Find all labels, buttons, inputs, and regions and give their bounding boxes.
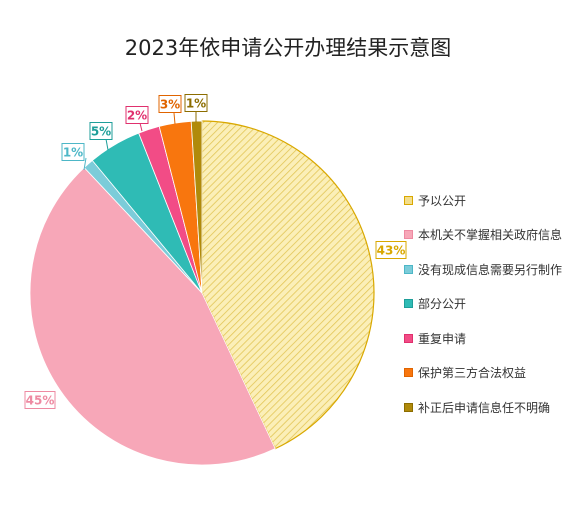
slice-label-box [24, 391, 56, 409]
slice-label: 2% [127, 108, 147, 122]
legend-swatch [404, 195, 413, 205]
legend-label: 重复申请 [418, 331, 467, 346]
legend-swatch [404, 230, 413, 240]
slice-label-box [184, 94, 208, 112]
legend-item: 重复申请 [404, 328, 576, 348]
legend-swatch [404, 333, 413, 343]
legend-swatch [404, 264, 413, 274]
slice-label-box [89, 122, 113, 140]
slice-label: 43% [377, 243, 406, 257]
legend: 予以公开本机关不掌握相关政府信息 没有现成信息需要另行制作 部分公开重复申请保护第三… [404, 190, 576, 432]
slice-label: 45% [26, 393, 55, 407]
legend-item: 本机关不掌握相关政府信息 [404, 225, 576, 245]
slice-label: 1% [63, 145, 83, 159]
legend-item: 没有现成信息需要另行制作 [404, 259, 576, 279]
legend-label: 部分公开 [418, 297, 467, 312]
legend-label: 补正后申请信息任不明确 [418, 401, 551, 416]
slice-label: 5% [91, 124, 111, 138]
legend-swatch [404, 403, 413, 413]
chart-title: 2023年依申请公开办理结果示意图 [124, 36, 452, 60]
legend-label: 本机关不掌握相关政府信息 [418, 228, 563, 243]
legend-swatch [404, 299, 413, 309]
legend-item: 补正后申请信息任不明确 [404, 398, 576, 418]
slice-label-box [375, 241, 407, 259]
legend-item: 予以公开 [404, 190, 576, 210]
legend-label: 保护第三方合法权益 [418, 366, 527, 381]
slice-label-box [125, 106, 149, 124]
slice-label-box [158, 95, 182, 113]
slice-label: 3% [160, 97, 180, 111]
legend-item: 部分公开 [404, 294, 576, 314]
label-leader-line [83, 157, 87, 171]
legend-label: 没有现成信息需要另行制作 [418, 262, 563, 277]
legend-item: 保护第三方合法权益 [404, 363, 576, 383]
legend-swatch [404, 368, 413, 378]
label-leader-line [173, 112, 176, 125]
slice-label-box [61, 143, 85, 161]
pie-slice [201, 120, 375, 450]
pie-slice [29, 167, 276, 466]
legend-label: 予以公开 [418, 193, 467, 208]
pie-slice [190, 120, 203, 294]
slice-label: 1% [186, 96, 206, 110]
label-leader-line [105, 138, 109, 151]
label-leader-line [139, 122, 143, 132]
